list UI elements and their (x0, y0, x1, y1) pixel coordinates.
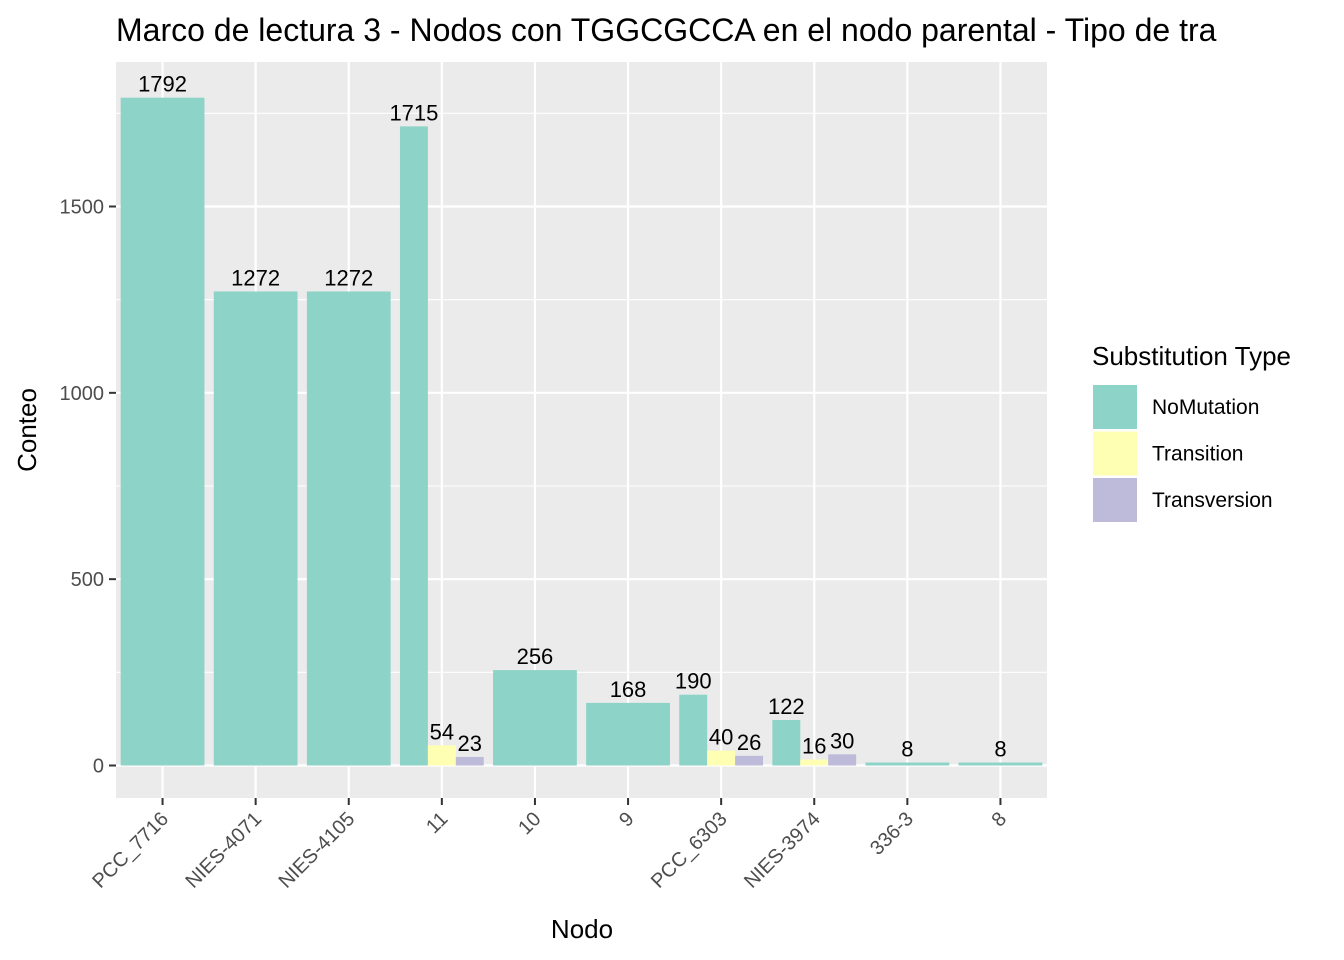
bar-nomutation-pcc-7716 (120, 97, 205, 766)
bar-transition-pcc-6303 (707, 750, 736, 766)
bar-value-label: 23 (458, 731, 482, 756)
bar-transversion-pcc-6303 (735, 755, 764, 766)
bar-nomutation-336-3 (865, 762, 950, 766)
x-axis: PCC_7716 NIES-4071 NIES-4105 11 10 9 PCC_6303 N… (88, 798, 1011, 893)
legend-title: Substitution Type (1092, 341, 1291, 371)
x-tick-label: PCC_6303 (647, 808, 732, 893)
bar-value-label: 168 (610, 677, 647, 702)
bar-value-label: 256 (517, 644, 554, 669)
x-tick-label: 8 (988, 808, 1011, 831)
bar-value-label: 40 (709, 725, 733, 750)
bar-value-label: 54 (430, 719, 454, 744)
bar-transversion-nies-3974 (828, 754, 857, 766)
legend: Substitution Type NoMutation Transition Tr… (1092, 341, 1291, 522)
bar-nomutation-nies-4105 (306, 291, 391, 766)
y-tick-label: 0 (93, 756, 104, 778)
bar-value-label: 26 (737, 730, 761, 755)
bar-labels: 1792 1272 1272 1715 54 23 256 168 190 40 26 122 16 30… (138, 72, 1007, 762)
bar-transition-11 (427, 745, 456, 766)
x-tick-label: NIES-3974 (740, 808, 825, 893)
bar-value-label: 190 (675, 669, 712, 694)
bar-value-label: 1272 (324, 265, 373, 290)
chart-title: Marco de lectura 3 - Nodos con TGGCGCCA … (116, 12, 1217, 48)
bar-value-label: 1715 (389, 100, 438, 125)
bar-value-label: 122 (768, 694, 805, 719)
y-axis: 0 500 1000 1500 (60, 197, 116, 778)
legend-label-transition: Transition (1152, 443, 1243, 466)
y-tick-label: 500 (71, 569, 104, 591)
x-tick-label: NIES-4071 (181, 808, 266, 893)
x-tick-label: 9 (615, 808, 638, 831)
bar-value-label: 1272 (231, 265, 280, 290)
bar-value-label: 16 (802, 734, 826, 759)
x-tick-label: 10 (514, 808, 545, 839)
bar-value-label: 8 (901, 737, 913, 762)
bar-nomutation-8 (958, 762, 1043, 766)
x-tick-label: 11 (422, 808, 452, 838)
y-tick-label: 1000 (60, 383, 105, 405)
bar-nomutation-10 (493, 670, 577, 766)
y-tick-label: 1500 (60, 197, 105, 219)
bar-nomutation-pcc-6303 (679, 694, 708, 766)
bar-value-label: 8 (994, 737, 1006, 762)
x-tick-label: NIES-4105 (275, 808, 360, 893)
legend-key-transition (1093, 431, 1137, 476)
bar-nomutation-nies-4071 (213, 291, 298, 766)
bar-value-label: 30 (830, 728, 854, 753)
bars (120, 97, 1043, 766)
legend-key-nomutation (1093, 385, 1137, 429)
legend-key-transversion (1093, 478, 1137, 522)
y-axis-title: Conteo (12, 388, 42, 472)
bar-nomutation-9 (586, 702, 670, 766)
bar-nomutation-11 (399, 126, 428, 766)
x-tick-label: PCC_7716 (88, 808, 173, 893)
bar-value-label: 1792 (138, 72, 187, 97)
x-axis-title: Nodo (551, 914, 613, 944)
bar-transition-nies-3974 (800, 759, 829, 766)
bar-transversion-11 (455, 756, 484, 766)
x-tick-label: 336-3 (866, 808, 918, 860)
legend-label-transversion: Transversion (1152, 489, 1273, 512)
legend-label-nomutation: NoMutation (1152, 396, 1259, 419)
bar-nomutation-nies-3974 (772, 720, 801, 766)
